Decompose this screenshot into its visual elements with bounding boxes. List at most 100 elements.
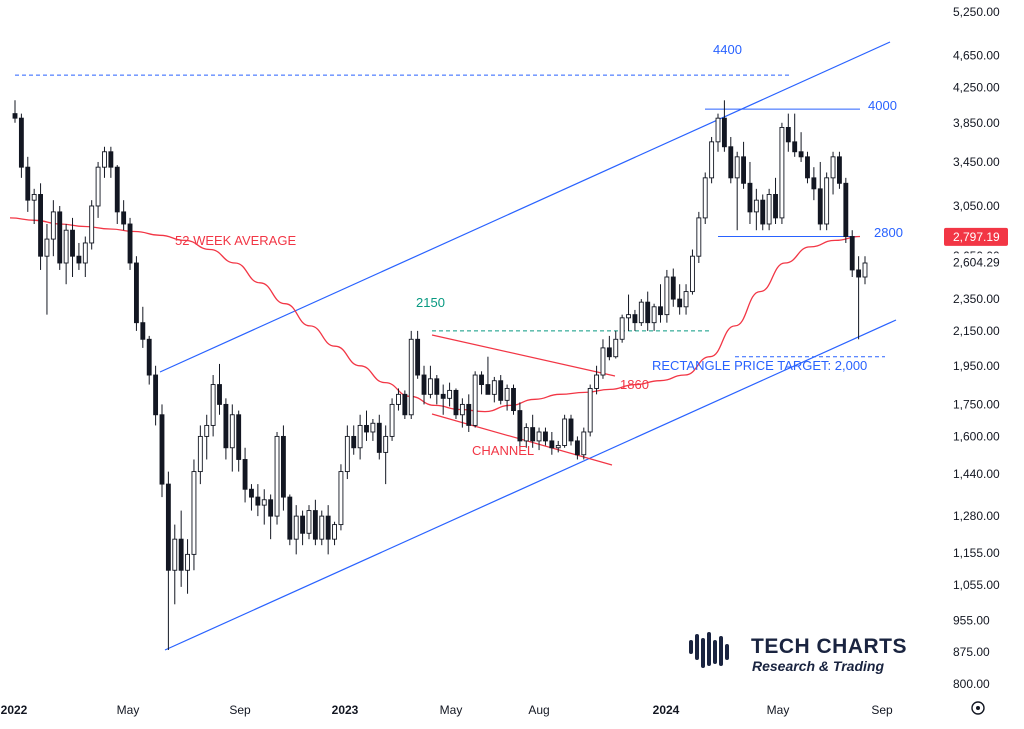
candle [146, 335, 152, 385]
candle [172, 524, 178, 605]
candle-body [517, 410, 523, 442]
candle-body [555, 445, 561, 449]
logo-bar [719, 636, 723, 666]
candle-body [95, 166, 101, 207]
x-tick-label: May [440, 703, 463, 717]
candle-body [255, 496, 261, 506]
label-4400: 4400 [713, 42, 742, 57]
candle [626, 294, 631, 331]
candle [562, 414, 568, 448]
candle-body [25, 166, 31, 201]
candle-body [664, 276, 670, 316]
candle-body [325, 515, 331, 540]
candle [811, 167, 817, 201]
candle-body [581, 431, 587, 456]
candle-body [236, 414, 242, 460]
candle [223, 398, 229, 460]
candle-body [172, 538, 178, 571]
candle [670, 268, 676, 307]
candle [204, 414, 210, 460]
candle [357, 414, 363, 460]
candle-body [683, 291, 689, 308]
settings-button[interactable] [971, 701, 985, 715]
candle-body [491, 380, 497, 395]
candle-body [440, 393, 446, 399]
candle [517, 402, 523, 448]
candle [613, 330, 619, 359]
candle [268, 494, 274, 540]
candle-body [415, 338, 421, 376]
candle-body [293, 515, 299, 540]
candle-body [811, 177, 817, 190]
candle-body [108, 151, 114, 168]
candle [344, 425, 350, 480]
candle [300, 510, 306, 546]
candle [568, 414, 574, 446]
candle [696, 211, 702, 264]
candle [396, 388, 401, 411]
x-tick-label: Sep [229, 703, 251, 717]
gear-icon[interactable] [971, 701, 985, 715]
candle-body [274, 435, 280, 517]
candle-body [217, 384, 222, 405]
x-tick-label: Sep [871, 703, 893, 717]
y-axis: 5,250.00 4,650.00 4,250.00 3,850.00 3,450.00… [944, 5, 1008, 691]
candle [658, 284, 663, 323]
y-tick-label: 800.00 [953, 677, 990, 691]
candle [332, 521, 337, 546]
candle-body [798, 151, 804, 158]
candle-body [830, 156, 836, 179]
candle-body [779, 126, 785, 219]
candle-body [728, 146, 734, 179]
candle [325, 505, 331, 555]
candle-body [760, 199, 766, 225]
candle-body [82, 242, 88, 264]
candle [581, 427, 587, 460]
candle-body [785, 126, 791, 143]
candle [683, 284, 689, 315]
candle-body [121, 211, 127, 225]
candle [236, 410, 242, 472]
candle-body [504, 387, 510, 401]
candle [753, 188, 759, 231]
candle [140, 306, 146, 348]
y-tick-label: 1,280.00 [953, 509, 1000, 523]
candle [773, 177, 778, 224]
candle [63, 223, 69, 285]
brand-logo: TECH CHARTS Research & Trading [689, 632, 907, 674]
candle [715, 113, 721, 152]
x-tick-label: Aug [528, 703, 549, 717]
y-tick-label: 5,250.00 [953, 5, 1000, 19]
y-tick-label: 2,350.00 [953, 292, 1000, 306]
candle [798, 132, 804, 162]
trend-lines [15, 41, 897, 651]
candle [293, 505, 299, 555]
candle [185, 539, 190, 594]
candle [82, 236, 88, 278]
y-tick-label: 1,750.00 [953, 397, 1000, 411]
logo-bar [713, 640, 717, 664]
candle [805, 151, 810, 184]
candle-body [837, 156, 842, 184]
candle [408, 330, 414, 419]
channel-upper-line [159, 41, 891, 373]
candle [415, 330, 421, 379]
candle [255, 484, 261, 517]
candle-body [690, 255, 695, 293]
price-level-tag [944, 253, 1008, 272]
candle-body [453, 389, 459, 416]
y-tick-label: 875.00 [953, 645, 990, 659]
label-rectangle-price-target: RECTANGLE PRICE TARGET: 2,000 [652, 358, 867, 373]
candle-body [511, 387, 516, 412]
candle [600, 339, 606, 379]
candle-body [76, 255, 82, 264]
candle [709, 136, 715, 184]
candle [619, 314, 625, 343]
gear-icon-center [976, 706, 980, 710]
candle [632, 309, 638, 331]
candle [453, 388, 459, 419]
candle [25, 156, 31, 212]
candle [734, 151, 740, 231]
candle-body [159, 414, 165, 485]
candle-body [862, 262, 868, 278]
